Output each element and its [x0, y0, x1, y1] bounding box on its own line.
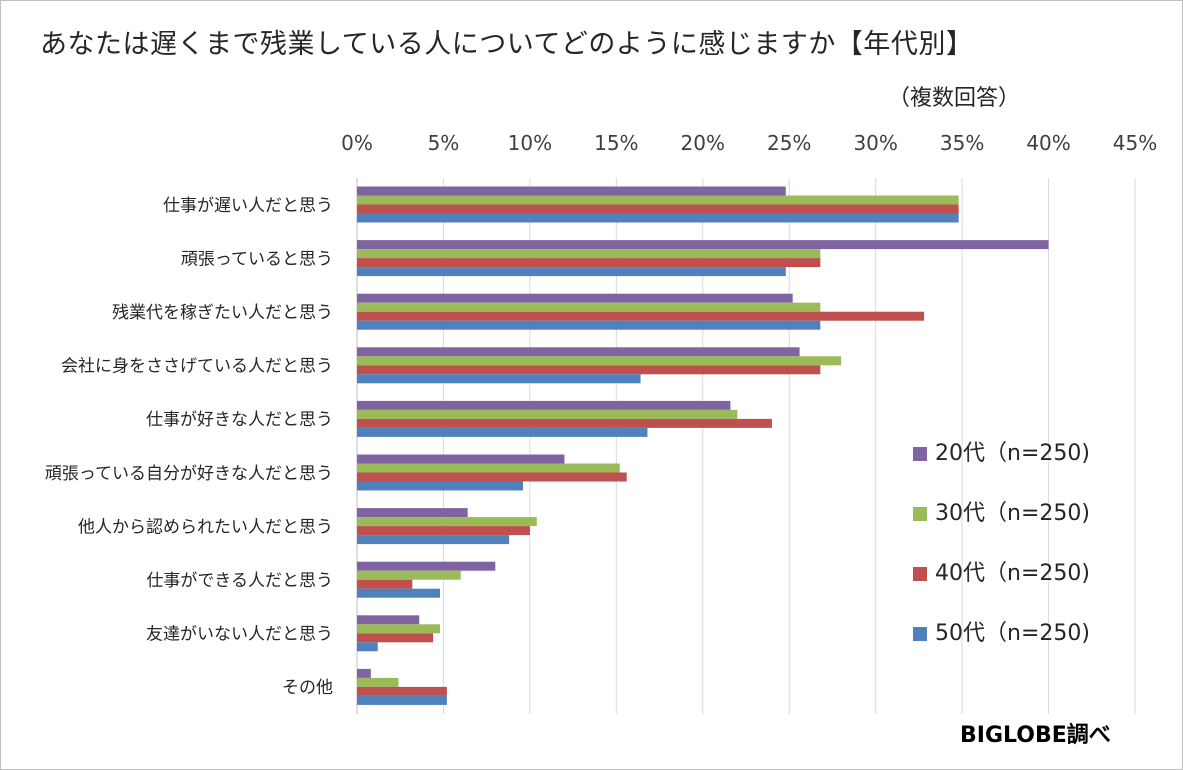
bar	[357, 427, 648, 437]
category-label: 友達がいない人だと思う	[146, 625, 333, 645]
category-label: 頑張っていると思う	[181, 249, 333, 269]
legend-label: 20代（n=250)	[935, 441, 1090, 466]
bar	[357, 535, 510, 545]
bar	[357, 249, 821, 259]
category-label: 仕事が遅い人だと思う	[163, 196, 333, 216]
bar	[357, 570, 461, 580]
legend-swatch	[913, 627, 927, 641]
category-label: 頑張っている自分が好きな人だと思う	[45, 464, 333, 484]
x-tick-label: 0%	[341, 131, 373, 155]
x-tick-label: 40%	[1026, 131, 1070, 155]
source-credit: BIGLOBE調べ	[960, 723, 1111, 748]
x-tick-label: 30%	[853, 131, 897, 155]
chart-subtitle: （複数回答）	[888, 86, 1021, 111]
bar	[357, 258, 821, 268]
bar	[357, 615, 420, 625]
bar	[357, 374, 641, 384]
bar	[357, 686, 447, 696]
bar	[357, 195, 959, 205]
bar	[357, 454, 565, 464]
bar	[357, 633, 434, 643]
bar	[357, 579, 413, 589]
x-tick-label: 15%	[594, 131, 638, 155]
x-tick-label: 45%	[1113, 131, 1157, 155]
bar	[357, 347, 800, 357]
bar	[357, 624, 440, 634]
bar	[357, 588, 440, 598]
legend-swatch	[913, 507, 927, 521]
legend-label: 50代（n=250)	[935, 621, 1090, 646]
bar	[357, 472, 627, 482]
legend-label: 30代（n=250)	[935, 501, 1090, 526]
bar	[357, 186, 786, 196]
category-label: 他人から認められたい人だと思う	[78, 517, 333, 537]
x-tick-label: 5%	[428, 131, 460, 155]
bar	[357, 526, 530, 536]
bar	[357, 320, 821, 330]
bar	[357, 517, 537, 527]
category-label: 仕事が好きな人だと思う	[146, 410, 333, 430]
bar	[357, 695, 447, 705]
bar	[357, 267, 786, 277]
bar	[357, 302, 821, 312]
x-tick-label: 25%	[767, 131, 811, 155]
bar	[357, 418, 772, 428]
category-label: 仕事ができる人だと思う	[146, 571, 333, 591]
bar	[357, 463, 620, 473]
bar	[357, 311, 925, 321]
bar	[357, 400, 731, 410]
bar	[357, 668, 371, 678]
bar	[357, 409, 738, 419]
legend-label: 40代（n=250)	[935, 561, 1090, 586]
legend-swatch	[913, 447, 927, 461]
bar	[357, 204, 959, 214]
x-tick-label: 35%	[940, 131, 984, 155]
category-label: 残業代を稼ぎたい人だと思う	[112, 303, 333, 323]
legend-swatch	[913, 567, 927, 581]
bar	[357, 240, 1049, 250]
bar	[357, 213, 959, 223]
bar	[357, 508, 468, 518]
bar	[357, 356, 842, 366]
x-tick-label: 20%	[681, 131, 725, 155]
category-label: 会社に身をささげている人だと思う	[61, 357, 333, 377]
bar	[357, 561, 496, 571]
category-label: その他	[282, 678, 333, 698]
chart-title: あなたは遅くまで残業している人についてどのように感じますか【年代別】	[40, 29, 974, 60]
bar	[357, 677, 399, 687]
bar	[357, 293, 793, 303]
bar	[357, 481, 523, 491]
bar	[357, 642, 378, 652]
x-tick-label: 10%	[508, 131, 552, 155]
bar	[357, 365, 821, 375]
